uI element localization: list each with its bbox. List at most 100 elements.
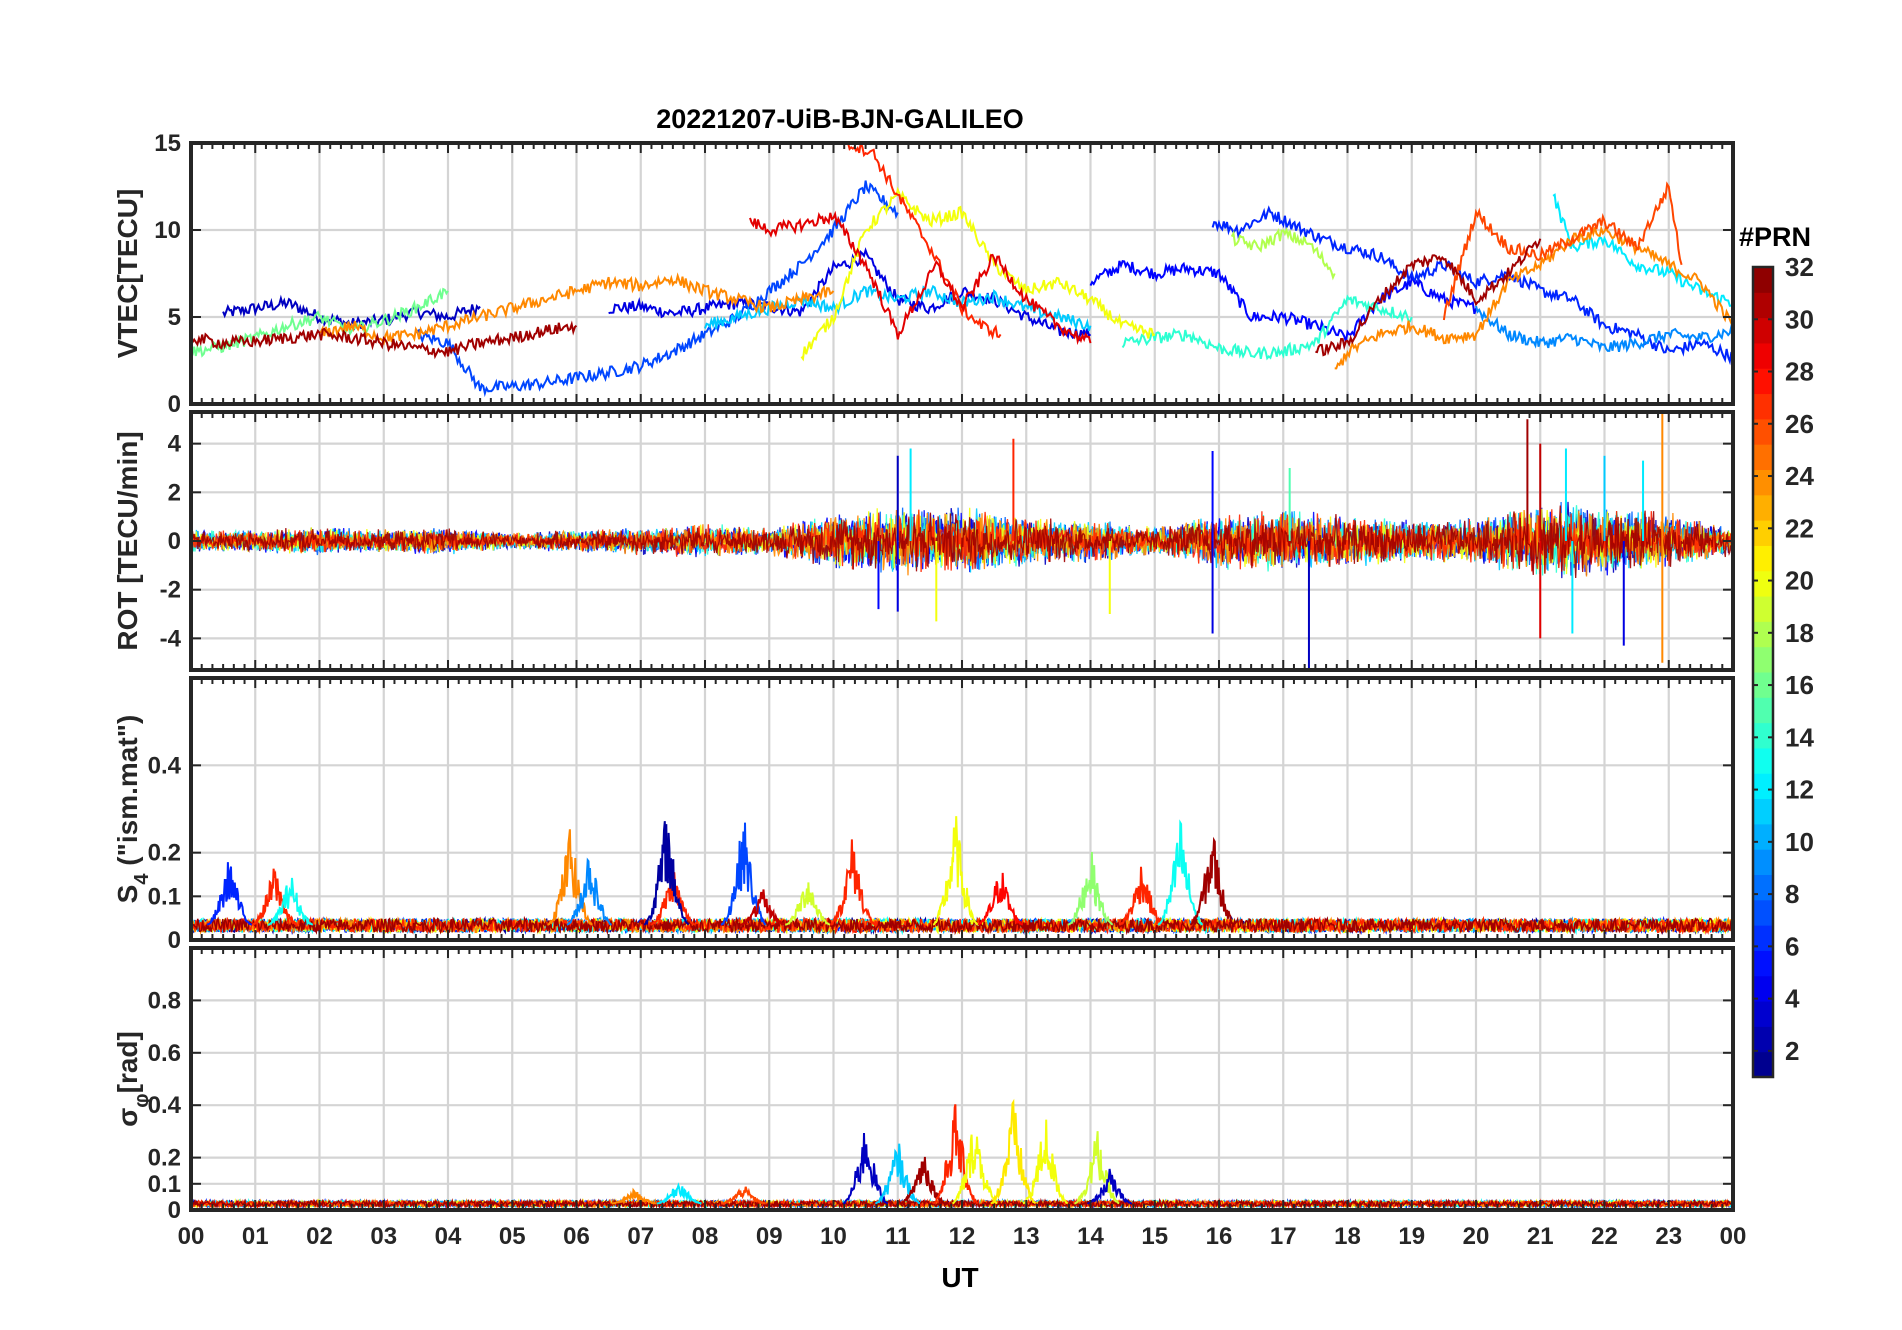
vtec-series-prn-18 bbox=[1230, 226, 1336, 281]
colorbar-swatch bbox=[1753, 823, 1773, 850]
colorbar-tick-label: 28 bbox=[1785, 357, 1814, 387]
vtec-series-prn-27 bbox=[846, 143, 1002, 341]
sigma_phi-burst-prn-3 bbox=[1087, 1168, 1133, 1205]
colorbar-tick-label: 22 bbox=[1785, 513, 1814, 543]
x-tick-label: 03 bbox=[370, 1223, 397, 1250]
x-tick-label: 12 bbox=[949, 1223, 976, 1250]
x-tick-label: 20 bbox=[1463, 1223, 1490, 1250]
colorbar-swatch bbox=[1753, 520, 1773, 546]
s4-burst-prn-27 bbox=[1119, 866, 1165, 926]
y-tick-label-rot: -2 bbox=[160, 577, 181, 604]
y-tick-label-vtec: 5 bbox=[168, 304, 181, 331]
colorbar-tick-label: 32 bbox=[1785, 252, 1814, 282]
rot-series-prn-31 bbox=[191, 505, 1733, 579]
colorbar-swatch bbox=[1753, 1051, 1773, 1078]
x-tick-label: 14 bbox=[1077, 1223, 1104, 1250]
sigma_phi-burst-prn-21 bbox=[990, 1098, 1037, 1205]
colorbar-swatch bbox=[1753, 469, 1773, 496]
y-tick-label-rot: -4 bbox=[160, 625, 182, 652]
s4-burst-prn-17 bbox=[1067, 851, 1114, 926]
colorbar-swatch bbox=[1753, 621, 1773, 648]
y-tick-label-s4: 0.1 bbox=[148, 883, 181, 910]
y-tick-label-sigma_phi: 0.6 bbox=[148, 1040, 181, 1067]
colorbar-tick-label: 6 bbox=[1785, 931, 1799, 961]
colorbar-swatch bbox=[1753, 317, 1773, 344]
vtec-series-prn-5 bbox=[1089, 259, 1477, 342]
vtec-series-prn-26 bbox=[1442, 181, 1683, 321]
x-tick-label: 23 bbox=[1655, 1223, 1682, 1250]
x-axis-label: UT bbox=[941, 1262, 978, 1293]
axes-frame-s4 bbox=[189, 676, 1735, 942]
panel-rot: -4 -2 0 2 4 ROT [TECU/min] bbox=[112, 410, 1735, 672]
chart-title: 20221207-UiB-BJN-GALILEO bbox=[656, 104, 1024, 134]
x-tick-label: 16 bbox=[1206, 1223, 1233, 1250]
y-tick-label-s4: 0 bbox=[168, 927, 181, 954]
x-tick-label: 01 bbox=[242, 1223, 269, 1250]
vtec-series-prn-20 bbox=[800, 186, 1156, 362]
s4-burst-prn-9 bbox=[566, 857, 612, 926]
colorbar-tick-label: 10 bbox=[1785, 827, 1814, 857]
y-axis-label-s4: S4 ("ism.mat") bbox=[112, 715, 153, 904]
x-tick-label: 02 bbox=[306, 1223, 333, 1250]
colorbar-swatch bbox=[1753, 849, 1773, 875]
colorbar-swatch bbox=[1753, 545, 1773, 572]
sigma_phi-burst-prn-3 bbox=[842, 1132, 889, 1205]
x-tick-label: 22 bbox=[1591, 1223, 1618, 1250]
y-tick-label-sigma_phi: 0.1 bbox=[148, 1171, 181, 1198]
x-tick-label: 13 bbox=[1013, 1223, 1040, 1250]
colorbar-swatch bbox=[1753, 747, 1773, 774]
s4-burst-prn-13 bbox=[1157, 819, 1204, 926]
plot-area-s4 bbox=[191, 816, 1733, 936]
y-axis-label-rot: ROT [TECU/min] bbox=[112, 431, 143, 650]
colorbar-swatch bbox=[1753, 975, 1773, 1002]
colorbar-swatch bbox=[1753, 342, 1773, 369]
colorbar-swatch bbox=[1753, 950, 1773, 977]
x-tick-label: 05 bbox=[499, 1223, 526, 1250]
x-tick-label: 08 bbox=[692, 1223, 719, 1250]
y-tick-label-s4: 0.2 bbox=[148, 840, 181, 867]
colorbar-swatch bbox=[1753, 646, 1773, 673]
colorbar-swatch bbox=[1753, 1026, 1773, 1053]
y-axis-label-vtec: VTEC[TECU] bbox=[112, 189, 143, 359]
y-tick-label-s4: 0.4 bbox=[148, 752, 182, 779]
colorbar-swatch bbox=[1753, 672, 1773, 698]
colorbar-swatch bbox=[1753, 368, 1773, 395]
sigma_phi-burst-prn-11 bbox=[875, 1143, 921, 1205]
s4-burst-prn-19 bbox=[785, 882, 831, 926]
x-tick-label: 06 bbox=[563, 1223, 590, 1250]
colorbar-swatch bbox=[1753, 570, 1773, 597]
y-tick-label-sigma_phi: 0 bbox=[168, 1197, 181, 1224]
s4-burst-prn-31 bbox=[1189, 836, 1236, 926]
colorbar-swatch bbox=[1753, 722, 1773, 749]
y-tick-label-rot: 2 bbox=[168, 479, 181, 506]
colorbar-tick-label: 14 bbox=[1785, 722, 1814, 752]
y-tick-label-sigma_phi: 0.4 bbox=[148, 1092, 182, 1119]
y-tick-label-vtec: 0 bbox=[168, 391, 181, 418]
colorbar-swatch bbox=[1753, 697, 1773, 724]
colorbar-swatch bbox=[1753, 418, 1773, 445]
x-tick-label: 17 bbox=[1270, 1223, 1297, 1250]
vtec-series-prn-31 bbox=[191, 320, 578, 360]
colorbar-swatch bbox=[1753, 267, 1773, 293]
colorbar-swatch bbox=[1753, 899, 1773, 926]
y-tick-label-rot: 0 bbox=[168, 528, 181, 555]
colorbar-swatch bbox=[1753, 773, 1773, 800]
x-tick-label: 19 bbox=[1398, 1223, 1425, 1250]
s4-burst-prn-13 bbox=[267, 877, 314, 927]
plot-area-rot bbox=[191, 412, 1733, 670]
y-tick-label-rot: 4 bbox=[168, 431, 182, 458]
sigma_phi-burst-prn-19 bbox=[1074, 1131, 1120, 1205]
vtec-series-prn-24 bbox=[1334, 224, 1733, 370]
colorbar-swatch bbox=[1753, 596, 1773, 622]
panel-sigma_phi: 00.10.2 0.4 0.6 0.8 σφ[rad] bbox=[112, 946, 1735, 1224]
s4-burst-prn-6 bbox=[206, 862, 253, 926]
colorbar-tick-label: 12 bbox=[1785, 775, 1814, 805]
x-tick-label: 00 bbox=[178, 1223, 205, 1250]
plot-area-vtec bbox=[191, 143, 1733, 398]
colorbar-tick-label: 18 bbox=[1785, 618, 1814, 648]
colorbar-tick-label: 16 bbox=[1785, 670, 1814, 700]
colorbar-swatch bbox=[1753, 444, 1773, 470]
